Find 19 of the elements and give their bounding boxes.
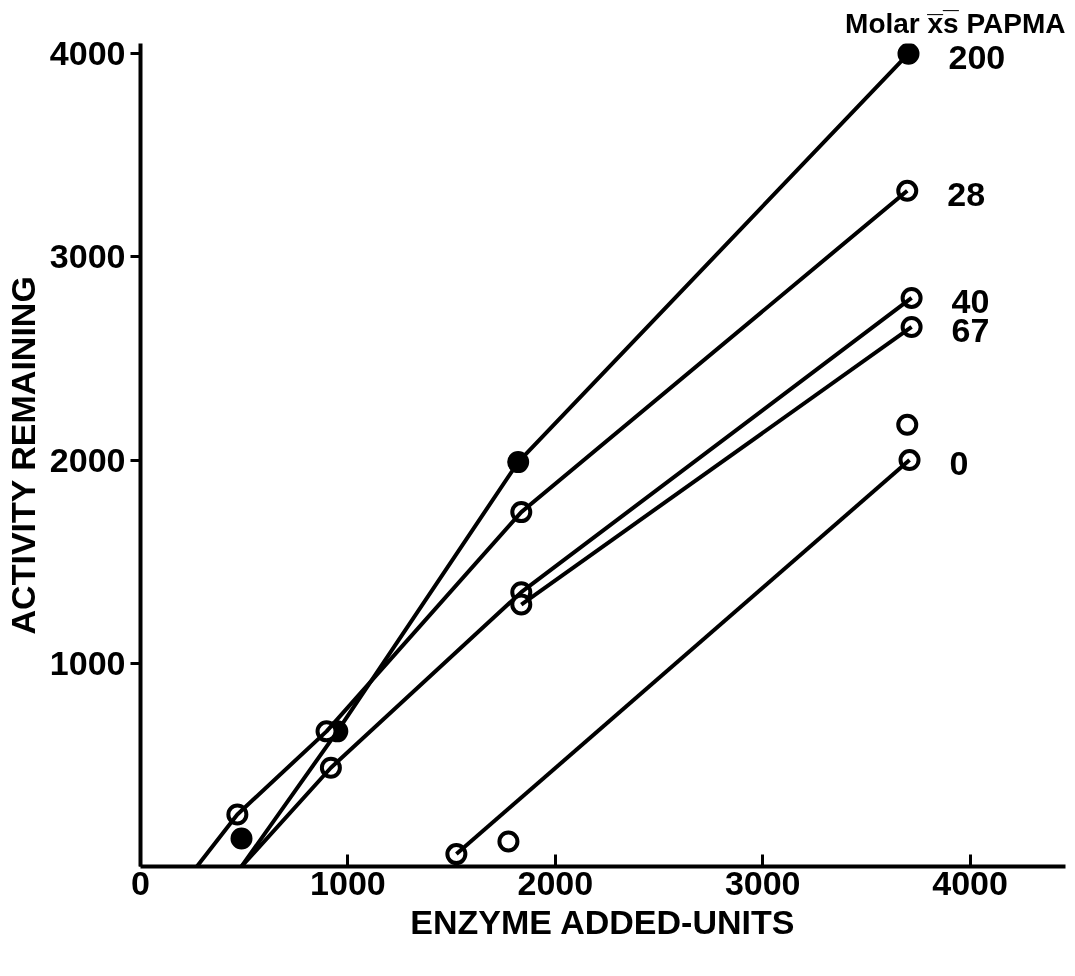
point [497,830,520,853]
y-axis-title: ACTIVITY REMAINING [3,276,42,635]
x-tick-label: 3000 [724,863,801,902]
series-label: 0 [949,444,969,483]
legend-title: Molar x̅s̅ PAPMA [845,7,1066,39]
x-tick-label: 4000 [932,863,1008,902]
x-axis-title: ENZYME ADDED-UNITS [410,902,795,941]
point [896,413,919,436]
point [230,827,253,850]
y-tick-label: 4000 [49,34,126,73]
series-label: 200 [948,37,1006,76]
y-tick-label: 2000 [49,440,126,479]
x-tick-label: 1000 [310,863,386,902]
y-tick-label: 1000 [49,643,126,682]
x-tick-label: 0 [131,863,150,902]
x-tick-label: 2000 [517,863,594,902]
y-tick-label: 3000 [49,237,126,276]
series-label: 28 [947,174,986,213]
point [897,43,920,65]
